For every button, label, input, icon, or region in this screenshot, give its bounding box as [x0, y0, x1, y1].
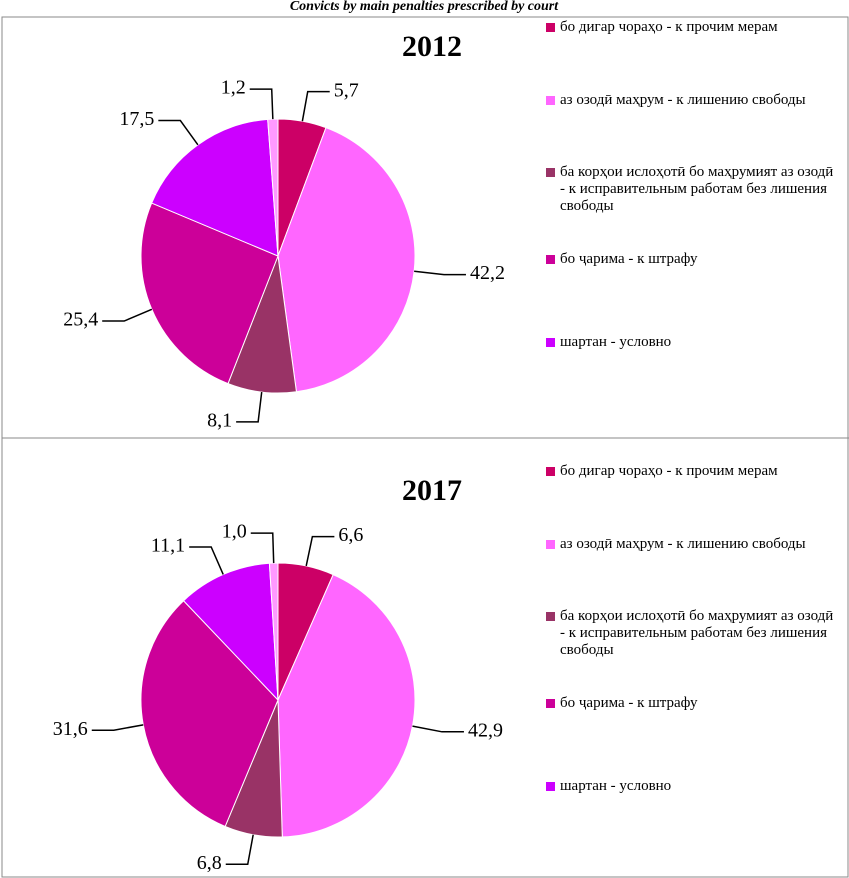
- legend-label: бо дигар чораҳо - к прочим мерам: [560, 463, 778, 479]
- legend-swatch: [546, 699, 555, 708]
- data-label: 6,6: [338, 524, 363, 546]
- data-label: 11,1: [151, 535, 185, 557]
- legend-swatch: [546, 168, 555, 177]
- legend-label: шартан - условно: [560, 778, 672, 794]
- leader-line: [414, 270, 466, 276]
- pie-slice: [277, 573, 416, 838]
- legend-entry: шартан - условно: [546, 778, 840, 795]
- legend-swatch: [546, 338, 555, 347]
- data-label: 31,6: [53, 718, 88, 740]
- legend-label: ба корҳои ислоҳотӣ бо маҳрумият аз озодӣ…: [560, 608, 834, 658]
- data-label: 25,4: [63, 309, 98, 331]
- leader-line: [412, 725, 464, 733]
- leader-line: [189, 546, 224, 575]
- legend-label: шартан - условно: [560, 334, 672, 350]
- leader-line: [102, 308, 153, 322]
- leader-line: [250, 532, 275, 564]
- legend-swatch: [546, 612, 555, 621]
- pie-slice: [140, 202, 279, 385]
- chart-title: 2017: [402, 474, 462, 507]
- page-title: Convicts by main penalties prescribed by…: [290, 0, 559, 14]
- data-label: 42,9: [468, 719, 503, 741]
- leader-line: [301, 90, 330, 122]
- leader-line: [305, 535, 335, 567]
- data-label: 1,2: [221, 77, 246, 99]
- leader-line: [236, 391, 263, 423]
- data-label: 17,5: [119, 108, 154, 130]
- data-label: 1,0: [222, 521, 247, 543]
- data-label: 8,1: [207, 409, 232, 431]
- chart-title: 2012: [402, 30, 462, 63]
- legend-label: бо ҷарима - к штрафу: [560, 695, 698, 711]
- leader-line: [91, 724, 144, 732]
- data-label: 6,8: [197, 852, 222, 874]
- legend-entry: бо дигар чораҳо - к прочим мерам: [546, 19, 840, 36]
- legend-label: бо ҷарима - к штрафу: [560, 251, 698, 267]
- legend-entry: бо ҷарима - к штрафу: [546, 251, 840, 268]
- legend-label: бо дигар чораҳо - к прочим мерам: [560, 19, 778, 35]
- pie-slice: [140, 600, 279, 828]
- leader-line: [225, 834, 254, 865]
- legend-entry: аз озодӣ маҳрум - к лишению свободы: [546, 536, 840, 553]
- legend-entry: бо дигар чораҳо - к прочим мерам: [546, 463, 840, 480]
- data-label: 42,2: [470, 262, 505, 284]
- legend-entry: шартан - условно: [546, 334, 840, 351]
- legend-swatch: [546, 467, 555, 476]
- legend-entry: бо ҷарима - к штрафу: [546, 695, 840, 712]
- legend-swatch: [546, 96, 555, 105]
- legend-swatch: [546, 23, 555, 32]
- legend-swatch: [546, 540, 555, 549]
- leader-line: [158, 119, 199, 146]
- legend-entry: ба корҳои ислоҳотӣ бо маҳрумият аз озодӣ…: [546, 164, 840, 215]
- frame: [1, 16, 849, 878]
- legend-label: ба корҳои ислоҳотӣ бо маҳрумият аз озодӣ…: [560, 164, 834, 214]
- legend-swatch: [546, 255, 555, 264]
- data-label: 5,7: [334, 79, 359, 101]
- legend-entry: ба корҳои ислоҳотӣ бо маҳрумият аз озодӣ…: [546, 608, 840, 659]
- legend-entry: аз озодӣ маҳрум - к лишению свободы: [546, 92, 840, 109]
- legend-label: аз озодӣ маҳрум - к лишению свободы: [560, 92, 806, 108]
- legend-label: аз озодӣ маҳрум - к лишению свободы: [560, 536, 806, 552]
- leader-line: [249, 88, 274, 120]
- legend-swatch: [546, 782, 555, 791]
